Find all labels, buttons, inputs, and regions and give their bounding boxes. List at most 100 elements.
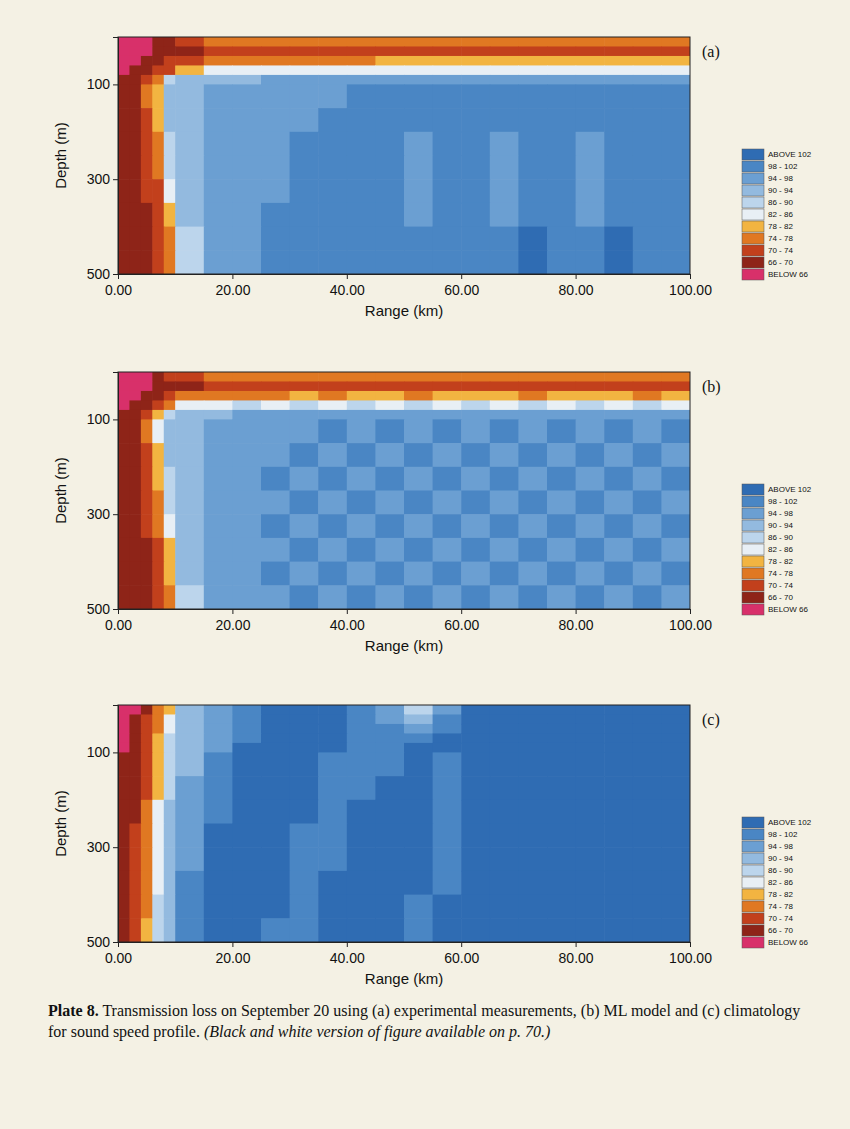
color-bar: BELOW 6666 - 7070 - 7474 - 7878 - 8282 -… xyxy=(742,817,812,948)
heatmap-cell xyxy=(490,37,519,47)
x-tick: 20.00 xyxy=(215,274,250,298)
heatmap-cell xyxy=(661,65,690,75)
tick-label: 80.00 xyxy=(559,282,594,298)
y-tick: 500 xyxy=(87,266,118,282)
heatmap-cell xyxy=(433,400,462,410)
tick-label: 100 xyxy=(87,411,111,427)
heatmap-cell xyxy=(318,75,347,85)
heatmap-cell xyxy=(633,156,662,180)
heatmap-cell xyxy=(118,491,130,515)
heatmap-cell xyxy=(633,400,662,410)
color-bar-label: 82 - 86 xyxy=(768,545,793,554)
heatmap-cell xyxy=(547,156,576,180)
tick-mark xyxy=(113,514,118,515)
heatmap-cell xyxy=(141,538,153,562)
heatmap-cell xyxy=(175,227,204,251)
heatmap-cell xyxy=(490,372,519,382)
heatmap-cell xyxy=(261,538,290,562)
heatmap-cell xyxy=(175,514,204,538)
heatmap-cell xyxy=(518,776,547,800)
heatmap-cell xyxy=(404,871,433,895)
heatmap-cell xyxy=(633,84,662,108)
heatmap-cell xyxy=(433,132,462,156)
caption-label: Plate 8. xyxy=(48,1002,99,1019)
heatmap-cell xyxy=(490,514,519,538)
heatmap-cell xyxy=(318,372,347,382)
heatmap-cell xyxy=(164,65,176,75)
heatmap-cell xyxy=(490,46,519,56)
heatmap-cell xyxy=(490,419,519,443)
heatmap-cell xyxy=(141,46,153,56)
heatmap-cell xyxy=(232,381,261,391)
heatmap-cell xyxy=(175,84,204,108)
tick-mark xyxy=(461,609,462,614)
heatmap-cell xyxy=(604,56,633,66)
heatmap-cell xyxy=(547,733,576,743)
heatmap-cell xyxy=(347,65,376,75)
heatmap-cell xyxy=(604,203,633,227)
heatmap-cell xyxy=(404,372,433,382)
heatmap-cell xyxy=(604,724,633,734)
heatmap-cell xyxy=(175,372,204,382)
color-bar-swatch xyxy=(742,913,764,924)
heatmap-cell xyxy=(261,776,290,800)
heatmap-cell xyxy=(204,37,233,47)
heatmap-cell xyxy=(404,37,433,47)
heatmap-cell xyxy=(576,410,605,420)
heatmap-cell xyxy=(661,714,690,724)
heatmap-cell xyxy=(518,250,547,274)
heatmap-cell xyxy=(118,203,130,227)
heatmap-cell xyxy=(576,37,605,47)
heatmap-cell xyxy=(461,410,490,420)
heatmap-cell xyxy=(661,733,690,743)
heatmap-cell xyxy=(175,419,204,443)
heatmap-cell xyxy=(118,733,130,743)
heatmap-cell xyxy=(290,372,319,382)
heatmap-cell xyxy=(290,410,319,420)
heatmap-cell xyxy=(375,743,404,753)
heatmap-cell xyxy=(152,381,164,391)
heatmap-cell xyxy=(433,419,462,443)
heatmap-cell xyxy=(461,743,490,753)
heatmap-cell xyxy=(661,84,690,108)
heatmap-cell xyxy=(375,227,404,251)
heatmap-cell xyxy=(547,419,576,443)
panel: 0.0020.0040.0060.0080.00100.00100300500R… xyxy=(52,705,812,987)
heatmap-cell xyxy=(290,714,319,724)
heatmap-cell xyxy=(604,410,633,420)
heatmap-cell xyxy=(518,37,547,47)
heatmap-cell xyxy=(118,419,130,443)
heatmap-cell xyxy=(232,372,261,382)
heatmap-cell xyxy=(164,585,176,609)
heatmap-cell xyxy=(461,733,490,743)
heatmap-cell xyxy=(141,871,153,895)
heatmap-cell xyxy=(375,372,404,382)
heatmap-cell xyxy=(175,156,204,180)
heatmap-cell xyxy=(375,714,404,724)
heatmap-cell xyxy=(604,372,633,382)
heatmap-cell xyxy=(661,705,690,715)
heatmap-cell xyxy=(633,752,662,776)
heatmap-cell xyxy=(129,847,141,871)
heatmap-cell xyxy=(261,400,290,410)
heatmap-cell xyxy=(232,400,261,410)
heatmap-cell xyxy=(604,824,633,848)
heatmap-cell xyxy=(141,714,153,724)
tick-mark xyxy=(113,847,118,848)
heatmap-cell xyxy=(661,824,690,848)
heatmap-cell xyxy=(633,776,662,800)
heatmap-cell xyxy=(261,84,290,108)
heatmap-cell xyxy=(347,733,376,743)
heatmap-cell xyxy=(576,65,605,75)
heatmap-cell xyxy=(141,895,153,919)
heatmap-cell xyxy=(318,108,347,132)
heatmap-cell xyxy=(232,250,261,274)
heatmap-cell xyxy=(118,250,130,274)
heatmap-cell xyxy=(547,585,576,609)
heatmap-cell xyxy=(604,156,633,180)
color-bar-swatch xyxy=(742,257,764,268)
heatmap-cell xyxy=(518,419,547,443)
heatmap-cell xyxy=(576,776,605,800)
heatmap-cell xyxy=(661,37,690,47)
heatmap-cell xyxy=(576,895,605,919)
